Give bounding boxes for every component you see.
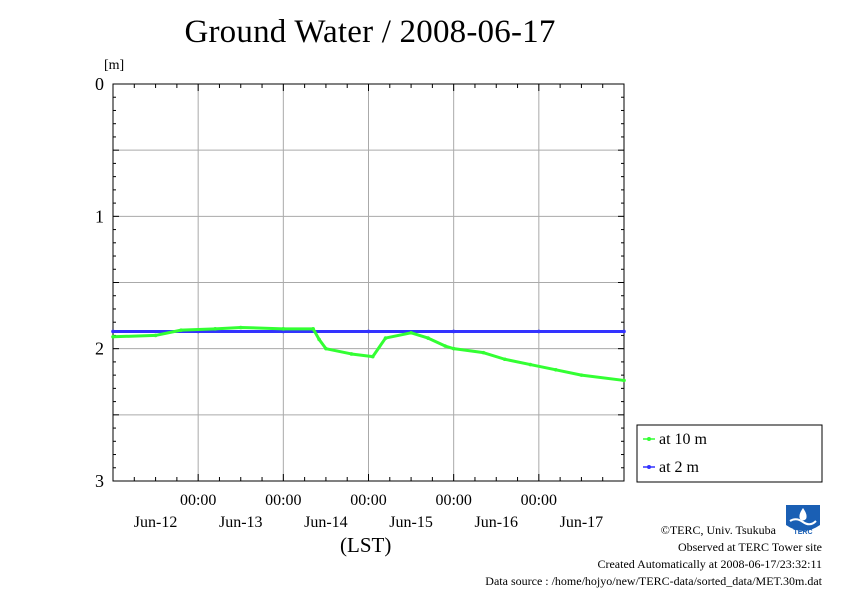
x-time-label: 00:00: [180, 492, 216, 509]
legend-box: [636, 424, 823, 483]
x-date-label: Jun-16: [474, 514, 518, 531]
data-point: [238, 325, 243, 330]
data-point: [481, 350, 486, 355]
x-date-label: Jun-17: [560, 514, 604, 531]
data-point: [426, 336, 430, 340]
data-point: [528, 362, 533, 367]
y-tick-label: 2: [95, 339, 104, 359]
chart-title: Ground Water / 2008-06-17: [184, 14, 556, 50]
x-time-label: 00:00: [521, 492, 557, 509]
footer-copyright: ©TERC, Univ. Tsukuba: [660, 523, 776, 537]
data-point: [153, 333, 158, 338]
data-point: [451, 346, 456, 351]
data-point: [324, 346, 328, 351]
y-axis-unit: [m]: [104, 58, 125, 73]
y-tick-label: 0: [95, 74, 104, 94]
legend-label: at 10 m: [659, 431, 708, 448]
footer-source: Data source : /home/hojyo/new/TERC-data/…: [485, 574, 822, 588]
data-point: [622, 329, 626, 334]
y-tick-label: 1: [95, 206, 104, 226]
data-point: [451, 329, 456, 334]
data-point: [111, 329, 115, 334]
data-point: [622, 378, 626, 383]
data-point: [537, 329, 541, 334]
data-point: [213, 327, 217, 331]
x-date-label: Jun-15: [389, 514, 433, 531]
data-point: [579, 373, 584, 377]
x-time-label: 00:00: [350, 492, 386, 509]
legend-marker: [647, 437, 651, 441]
x-date-label: Jun-13: [219, 514, 263, 531]
data-point: [409, 330, 413, 335]
data-point: [281, 329, 286, 334]
data-point: [179, 328, 183, 332]
terc-logo-icon: TERC: [786, 505, 820, 536]
data-point: [111, 334, 115, 339]
data-point: [502, 357, 507, 362]
x-date-label: Jun-12: [134, 514, 178, 531]
x-time-label: 00:00: [435, 492, 471, 509]
data-point: [366, 329, 371, 334]
data-point: [383, 336, 388, 340]
data-point: [281, 327, 286, 331]
series-line-at-10-m: [112, 325, 625, 382]
x-axis-label: (LST): [340, 533, 392, 557]
x-time-label: 00:00: [265, 492, 301, 509]
legend-label: at 2 m: [659, 459, 700, 476]
legend-marker: [647, 465, 651, 469]
data-point: [317, 337, 321, 342]
x-date-label: Jun-14: [304, 514, 348, 531]
data-point: [443, 344, 447, 348]
y-tick-label: 3: [95, 471, 104, 491]
footer-site: Observed at TERC Tower site: [677, 540, 822, 554]
data-point: [349, 352, 354, 356]
data-point: [311, 327, 315, 331]
data-point: [370, 354, 375, 359]
svg-text:TERC: TERC: [793, 529, 812, 536]
footer-created: Created Automatically at 2008-06-17/23:3…: [597, 557, 822, 571]
data-point: [554, 368, 558, 372]
